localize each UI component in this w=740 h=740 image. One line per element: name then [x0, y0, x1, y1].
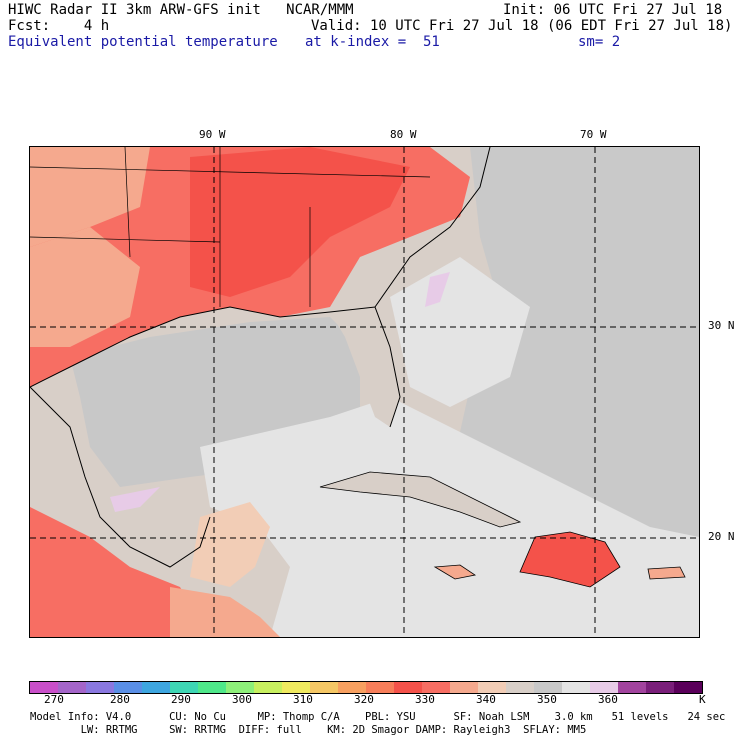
us-hot-region — [190, 147, 410, 297]
model-info-line2: LW: RRTMG SW: RRTMG DIFF: full KM: 2D Sm… — [30, 724, 587, 736]
color-bar-swatch-13 — [394, 682, 422, 693]
florida — [330, 307, 400, 427]
color-bar-swatch-22 — [646, 682, 674, 693]
level-index: at k-index = 51 — [305, 34, 440, 50]
us-west-region — [30, 147, 150, 247]
valid-time: Valid: 10 UTC Fri 27 Jul 18 (06 EDT Fri … — [311, 18, 733, 34]
smoothing: sm= 2 — [578, 34, 621, 50]
cuba — [319, 471, 522, 528]
lavender-patch-2 — [110, 487, 160, 512]
model-info-line1: Model Info: V4.0 CU: No Cu MP: Thomp C/A… — [30, 711, 726, 723]
color-bar-swatch-20 — [590, 682, 618, 693]
lat-label-30n: 30 N — [708, 319, 735, 332]
color-bar-swatch-12 — [366, 682, 394, 693]
atlantic-coast — [374, 147, 491, 308]
color-bar-swatch-11 — [338, 682, 366, 693]
central-america — [170, 587, 280, 637]
color-bar-swatch-21 — [618, 682, 646, 693]
color-bar-swatch-6 — [198, 682, 226, 693]
tick-360: 360 — [598, 693, 618, 706]
color-bar-swatch-10 — [310, 682, 338, 693]
color-bar-swatch-19 — [562, 682, 590, 693]
texas-region — [30, 227, 140, 347]
color-bar-swatch-5 — [170, 682, 198, 693]
gulf-coast — [30, 306, 331, 388]
mexico-coast — [30, 386, 211, 568]
color-bar-swatch-3 — [114, 682, 142, 693]
color-bar-swatch-8 — [254, 682, 282, 693]
tick-290: 290 — [171, 693, 191, 706]
field-name: Equivalent potential temperature — [8, 34, 278, 50]
mexico-south — [30, 507, 210, 637]
lon-label-70w: 70 W — [580, 128, 607, 141]
map-panel — [29, 146, 700, 638]
color-bar-swatch-15 — [450, 682, 478, 693]
color-bar-swatch-4 — [142, 682, 170, 693]
color-bar-swatch-9 — [282, 682, 310, 693]
jamaica — [433, 564, 477, 580]
color-bar-swatch-7 — [226, 682, 254, 693]
lon-label-80w: 80 W — [390, 128, 417, 141]
color-bar-swatch-16 — [478, 682, 506, 693]
tick-unit: K — [699, 693, 706, 706]
color-bar-swatch-1 — [58, 682, 86, 693]
color-bar-swatch-0 — [30, 682, 58, 693]
tick-330: 330 — [415, 693, 435, 706]
tick-310: 310 — [293, 693, 313, 706]
atlantic-light-region — [390, 257, 530, 407]
tick-350: 350 — [537, 693, 557, 706]
state-borders — [30, 147, 431, 307]
color-bar-swatch-17 — [506, 682, 534, 693]
tick-300: 300 — [232, 693, 252, 706]
hispaniola — [519, 531, 621, 588]
forecast-hour: Fcst: 4 h — [8, 18, 110, 34]
init-time: Init: 06 UTC Fri 27 Jul 18 — [503, 2, 723, 18]
tick-280: 280 — [110, 693, 130, 706]
color-bar — [29, 681, 703, 694]
title-line: HIWC Radar II 3km ARW-GFS init NCAR/MMM — [8, 2, 354, 18]
tick-340: 340 — [476, 693, 496, 706]
lat-label-20n: 20 N — [708, 530, 735, 543]
tick-270: 270 — [44, 693, 64, 706]
map-svg — [30, 147, 699, 637]
lavender-patch-1 — [425, 272, 450, 307]
color-bar-swatch-2 — [86, 682, 114, 693]
florida-coast — [329, 306, 401, 428]
tick-320: 320 — [354, 693, 374, 706]
yucatan — [190, 502, 270, 587]
puerto-rico — [647, 566, 686, 580]
color-bar-swatch-18 — [534, 682, 562, 693]
color-bar-swatch-23 — [674, 682, 702, 693]
color-bar-swatch-14 — [422, 682, 450, 693]
lon-label-90w: 90 W — [199, 128, 226, 141]
